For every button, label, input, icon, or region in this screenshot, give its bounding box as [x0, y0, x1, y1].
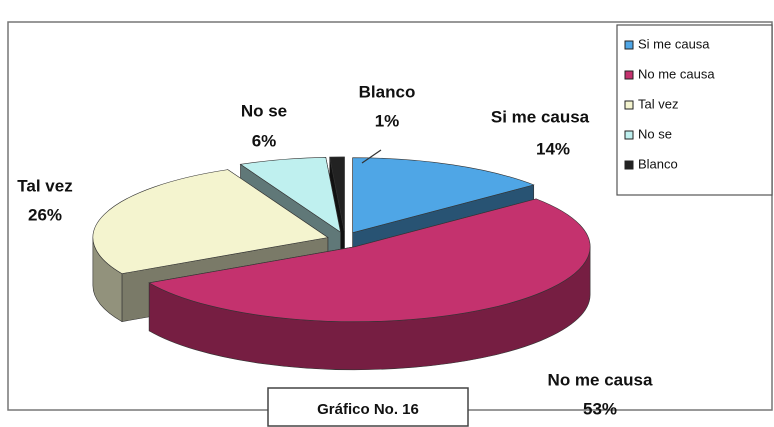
slice-label: Tal vez [17, 176, 72, 195]
legend-swatch [624, 100, 634, 110]
slice [239, 156, 341, 233]
legend-swatch [624, 160, 634, 170]
slice-label: Si me causa [491, 107, 590, 126]
labels: Si me causa 14% No me causa 53% Tal vez 26% No… [17, 82, 653, 418]
slice [148, 198, 591, 322]
legend-label: No se [638, 126, 672, 141]
slice-label: Blanco [359, 82, 416, 101]
legend-box [616, 24, 773, 196]
chart-title: Gráfico No. 16 [317, 401, 419, 418]
slice [329, 156, 345, 232]
value-label: 6% [252, 131, 277, 150]
legend-swatch [624, 40, 634, 50]
legend-label: Si me causa [638, 36, 710, 51]
value-label: 26% [28, 205, 62, 224]
title-box [267, 387, 469, 427]
slice-label: No me causa [548, 370, 653, 389]
legend-swatch [624, 70, 634, 80]
legend-label: Blanco [638, 156, 678, 171]
value-label: 53% [583, 399, 617, 418]
legend-swatch [624, 130, 634, 140]
legend: Si me causa No me causa Tal vez No se Blanco [624, 36, 715, 171]
value-label: 14% [536, 139, 570, 158]
leader-line [361, 149, 382, 164]
legend-label: No me causa [638, 66, 715, 81]
slice [352, 157, 535, 234]
value-label: 1% [375, 111, 400, 130]
legend-label: Tal vez [638, 96, 678, 111]
slice-label: No se [241, 101, 287, 120]
slice [92, 169, 329, 274]
pie [92, 156, 591, 370]
